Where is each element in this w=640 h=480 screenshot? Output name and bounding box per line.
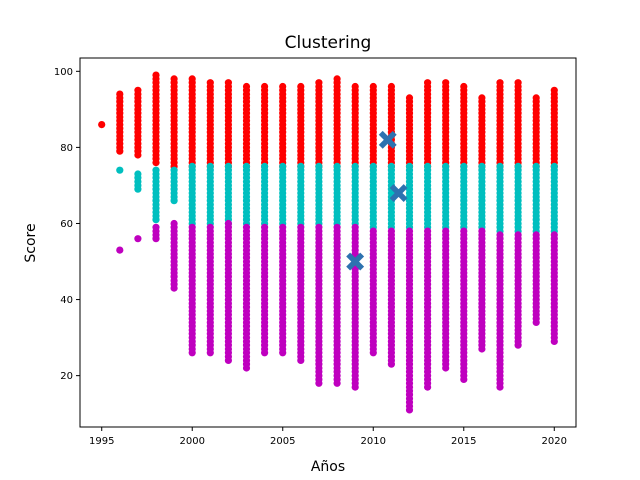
data-point [170,75,178,83]
data-point [279,82,287,91]
data-point [478,162,486,170]
data-point [261,223,269,231]
data-point [206,162,214,170]
data-point [532,231,540,239]
x-axis-title: Años [311,459,345,475]
data-point [134,86,142,94]
data-point [279,162,287,170]
data-point [116,90,124,98]
chart-title: Clustering [285,33,372,53]
data-point [387,227,395,235]
data-point [261,82,269,91]
data-point [351,223,359,231]
data-point [333,223,341,231]
data-point [496,231,504,239]
cluster-points [98,71,558,414]
y-tick-label: 20 [60,371,73,382]
data-point [279,223,287,231]
data-point [351,82,359,91]
data-point [442,79,450,87]
x-tick-label: 2000 [180,436,205,447]
x-axis-ticks: 1995 2000 2005 2010 2015 2020 [89,427,567,447]
plot-frame [79,57,577,428]
data-point [424,162,432,170]
data-point [496,162,504,170]
y-tick-label: 100 [54,67,73,78]
data-point [460,227,468,235]
data-point [297,82,305,91]
data-point [188,162,196,170]
data-point [405,162,414,170]
data-point [152,223,160,231]
data-point [242,223,251,231]
data-point [514,79,522,87]
data-point [242,162,251,170]
data-point [116,166,124,174]
data-point [442,162,450,170]
data-point [514,162,522,170]
data-point [333,75,341,83]
data-point [532,94,540,102]
y-axis-ticks: 20 40 60 80 100 [54,67,80,382]
data-point [424,227,432,235]
data-point [478,94,486,102]
data-point [333,162,341,170]
data-point [442,227,450,235]
centroid-marker [389,184,408,202]
y-tick-label: 80 [60,143,73,154]
y-axis-title: Score [23,223,39,262]
data-point [152,71,160,79]
data-point [315,79,323,87]
data-point [405,94,414,102]
data-point [224,219,232,228]
data-point [206,79,214,87]
data-point [532,162,540,170]
data-point [116,246,124,254]
data-point [550,162,558,170]
centroid-marker [346,252,365,271]
x-tick-label: 2010 [361,436,386,447]
data-point [387,82,395,91]
data-point [170,166,178,174]
data-point [387,162,395,170]
x-tick-label: 2020 [542,436,567,447]
data-point [170,219,178,228]
data-point [424,79,432,87]
data-point [315,223,323,231]
data-point [206,223,214,231]
data-point [134,235,142,243]
x-tick-label: 1995 [89,436,114,447]
data-point [460,162,468,170]
data-point [134,170,142,178]
data-point [514,231,522,239]
data-point [188,223,196,231]
data-point [315,162,323,170]
x-tick-label: 2015 [451,436,476,447]
data-point [152,166,160,174]
data-point [405,227,414,235]
data-point [242,82,251,91]
data-point [188,75,196,83]
data-point [297,223,305,231]
data-point [460,82,468,91]
y-tick-label: 40 [60,295,73,306]
data-point [550,231,558,239]
data-point [261,162,269,170]
centroid-marker [378,130,397,149]
data-point [351,162,359,170]
data-point [224,162,232,170]
data-point [550,86,558,94]
data-point [496,79,504,87]
data-point [369,227,377,235]
y-tick-label: 60 [60,219,73,230]
data-point [478,227,486,235]
data-point [98,121,106,129]
data-point [297,162,305,170]
data-point [369,162,377,170]
x-tick-label: 2005 [270,436,295,447]
data-point [224,79,232,87]
data-point [369,82,377,91]
centroid-markers [346,130,408,271]
